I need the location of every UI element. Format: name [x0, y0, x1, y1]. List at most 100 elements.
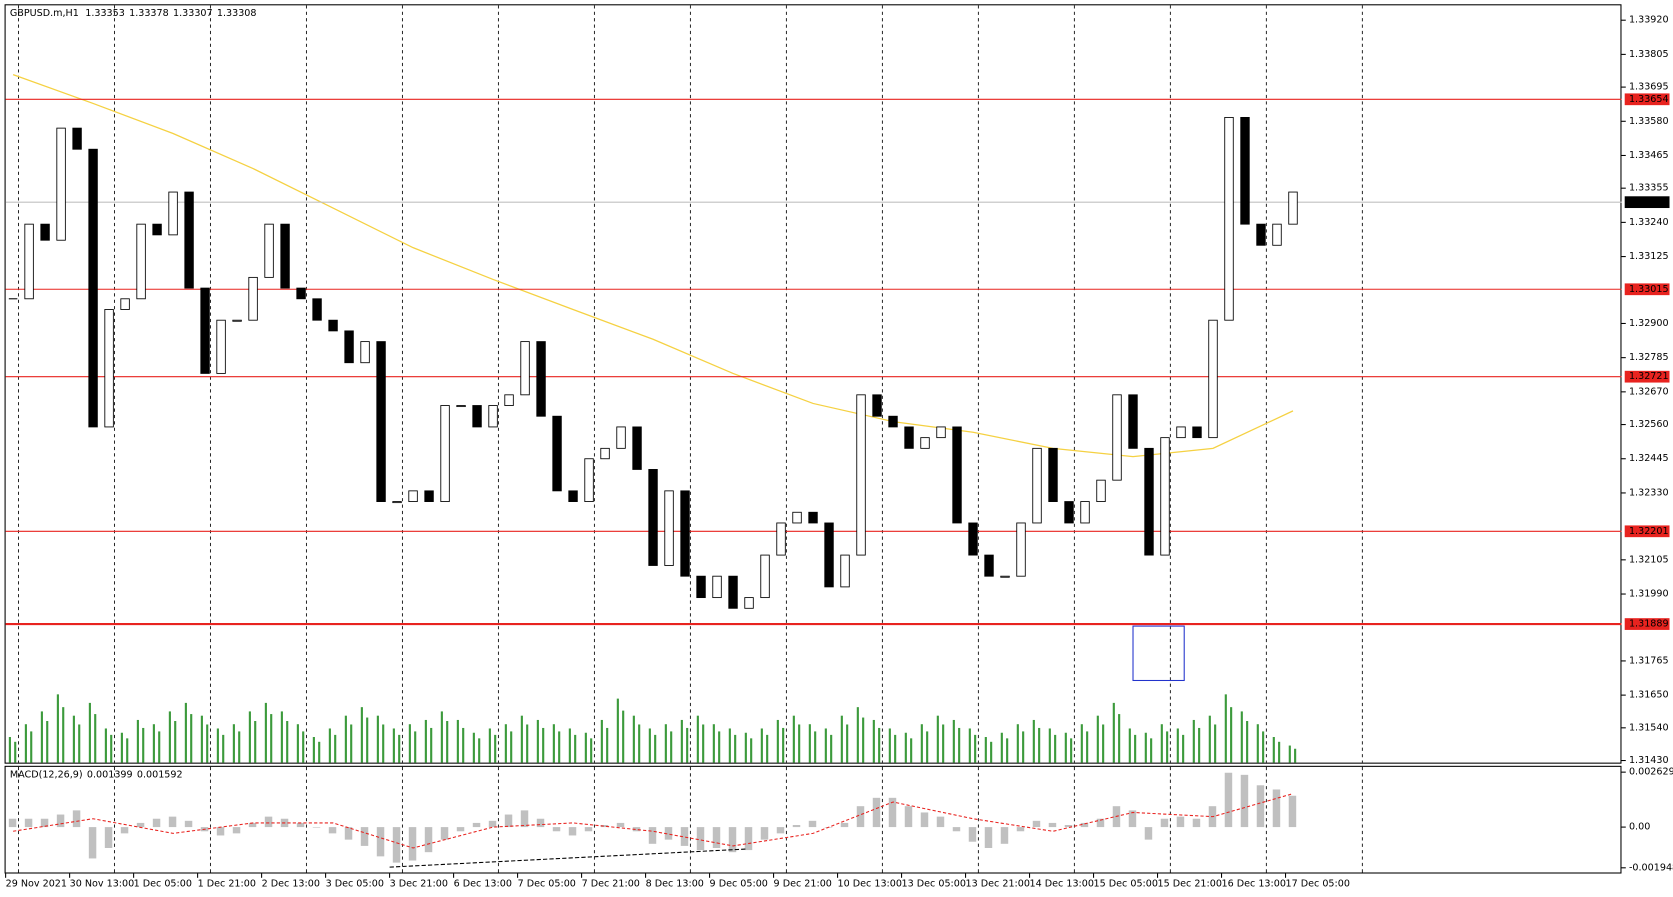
- volume-bar: [590, 738, 593, 763]
- macd-bar: [232, 827, 241, 834]
- volume-bar: [222, 734, 225, 763]
- candle: [200, 287, 210, 374]
- macd-bar: [1160, 818, 1169, 828]
- volume-bar: [1080, 724, 1083, 763]
- macd-bar: [600, 825, 609, 828]
- volume-bar: [1192, 719, 1195, 763]
- x-tick-label: 7 Dec 21:00: [582, 879, 640, 890]
- candle: [232, 319, 242, 322]
- y-tick-label: 1.31430: [1629, 755, 1669, 766]
- volume-bar: [1230, 707, 1233, 763]
- volume-bar: [392, 728, 395, 763]
- volume-bar: [350, 724, 353, 763]
- volume-bar: [1262, 731, 1265, 763]
- level-label: 1.32201: [1629, 526, 1669, 537]
- candle: [1224, 116, 1234, 321]
- candle: [104, 309, 114, 428]
- candle: [1112, 394, 1122, 481]
- candle: [728, 575, 738, 609]
- volume-bar: [600, 719, 603, 763]
- volume-bar: [798, 724, 801, 763]
- volume-bar: [478, 738, 481, 763]
- macd-bar: [40, 818, 49, 828]
- y-tick-label: 1.33355: [1629, 183, 1669, 194]
- candle: [1128, 394, 1138, 449]
- macd-bar: [664, 827, 673, 840]
- volume-bar: [238, 731, 241, 763]
- candle: [488, 405, 498, 428]
- macd-bar: [1256, 785, 1265, 828]
- macd-bar: [1128, 810, 1137, 828]
- x-tick-label: 6 Dec 13:00: [454, 879, 512, 890]
- volume-bar: [152, 724, 155, 763]
- y-tick-label: 1.33805: [1629, 49, 1669, 60]
- volume-bar: [1278, 741, 1281, 763]
- y-tick-label: 0.002629: [1629, 767, 1673, 778]
- macd-bar: [712, 827, 721, 848]
- candle: [1096, 479, 1106, 502]
- macd-bar: [952, 827, 961, 832]
- macd-bar: [344, 827, 353, 840]
- macd-bar: [1288, 795, 1297, 828]
- candle: [1064, 501, 1074, 524]
- volume-bar: [718, 731, 721, 763]
- candle: [56, 127, 66, 241]
- volume-bar: [142, 727, 145, 763]
- volume-bar: [1214, 724, 1217, 763]
- volume-bar: [1176, 728, 1179, 763]
- volume-bar: [318, 741, 321, 763]
- volume-bar: [616, 698, 619, 763]
- macd-bar: [1192, 818, 1201, 828]
- volume-bar: [1102, 724, 1105, 763]
- volume-bar: [136, 719, 139, 763]
- candle: [648, 469, 658, 566]
- volume-bar: [56, 694, 59, 763]
- volume-bar: [654, 734, 657, 763]
- volume-bar: [664, 724, 667, 763]
- volume-bar: [328, 728, 331, 763]
- volume-bar: [1112, 702, 1115, 763]
- volume-bar: [1224, 694, 1227, 763]
- volume-bar: [670, 731, 673, 763]
- macd-bar: [168, 816, 177, 828]
- volume-bar: [968, 728, 971, 763]
- macd-bar: [968, 827, 977, 842]
- candle: [376, 341, 386, 502]
- volume-bar: [168, 711, 171, 763]
- volume-bar: [1022, 731, 1025, 763]
- macd-bar: [568, 827, 577, 836]
- chart-header: GBPUSD.m,H1 1.33353 1.33378 1.33307 1.33308: [10, 7, 257, 18]
- macd-bar: [328, 827, 337, 834]
- volume-bar: [488, 728, 491, 763]
- macd-bar: [1096, 818, 1105, 828]
- macd-bar: [536, 818, 545, 828]
- volume-bar: [424, 719, 427, 763]
- volume-bar: [952, 719, 955, 763]
- volume-bar: [536, 719, 539, 763]
- y-tick-label: 1.32900: [1629, 318, 1669, 329]
- symbol: GBPUSD.m,H1: [10, 7, 79, 18]
- candle: [696, 575, 706, 599]
- volume-bar: [1134, 734, 1137, 763]
- candle: [1144, 447, 1154, 556]
- volume-bar: [8, 737, 11, 763]
- volume-bar: [14, 741, 17, 763]
- current-price-label: 1.33308: [1629, 197, 1669, 208]
- candle: [792, 511, 802, 524]
- candle: [472, 405, 482, 428]
- candle: [120, 298, 130, 310]
- candle: [1256, 223, 1266, 246]
- volume-bar: [504, 724, 507, 763]
- volume-bar: [78, 724, 81, 763]
- volume-bar: [1240, 711, 1243, 763]
- marks: 1.33920 1.33805 1.33695 1.33580 1.33465 1.333…: [5, 15, 1673, 890]
- level-label-box: [1624, 370, 1670, 383]
- macd-bar: [840, 822, 849, 828]
- volume-bar: [72, 715, 75, 763]
- y-tick-label: 1.32560: [1629, 419, 1669, 430]
- candle: [904, 426, 914, 449]
- volume-bar: [830, 734, 833, 763]
- x-tick-label: 29 Nov 2021: [6, 879, 67, 890]
- macd-bar: [1000, 827, 1009, 844]
- candle: [504, 394, 514, 406]
